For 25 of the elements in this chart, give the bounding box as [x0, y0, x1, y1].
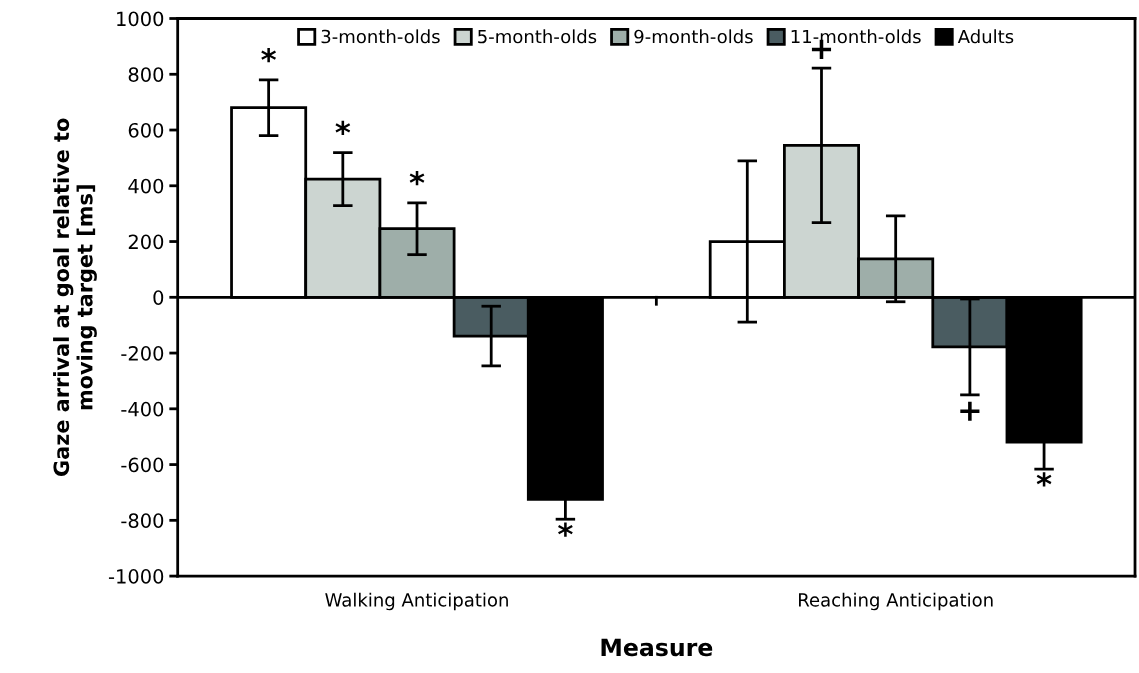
x-tick-label: Reaching Anticipation [799, 592, 993, 611]
data-label: * [558, 522, 573, 537]
legend-label: Adults [957, 29, 1014, 44]
x-tick-label: Walking Anticipation [325, 592, 508, 611]
data-label: + [960, 401, 980, 421]
y-tick-label: -400 [121, 401, 164, 417]
y-tick-label: -1000 [108, 569, 164, 584]
y-tick-label: 200 [128, 234, 164, 250]
legend-label: 3-month-olds [321, 29, 440, 44]
legend-label: 9-month-olds [634, 29, 753, 44]
y-tick-label: 800 [128, 67, 164, 82]
data-label: * [261, 48, 277, 63]
y-tick-label: -600 [121, 457, 164, 473]
y-tick-label: 0 [153, 290, 164, 305]
x-axis-title: Measure [601, 638, 713, 657]
legend-label: 5-month-olds [478, 29, 597, 44]
y-tick-label: -800 [121, 513, 164, 528]
y-tick-label: 1000 [117, 11, 164, 27]
y-axis-title: Gaze arrival at goal relative to moving target [ms] [53, 118, 97, 476]
y-tick-label: -200 [121, 346, 164, 361]
data-label: * [1036, 472, 1052, 487]
y-tick-label: 400 [128, 178, 164, 194]
data-label: * [409, 170, 425, 186]
data-label: * [335, 120, 351, 135]
y-tick-label: 600 [128, 122, 164, 138]
